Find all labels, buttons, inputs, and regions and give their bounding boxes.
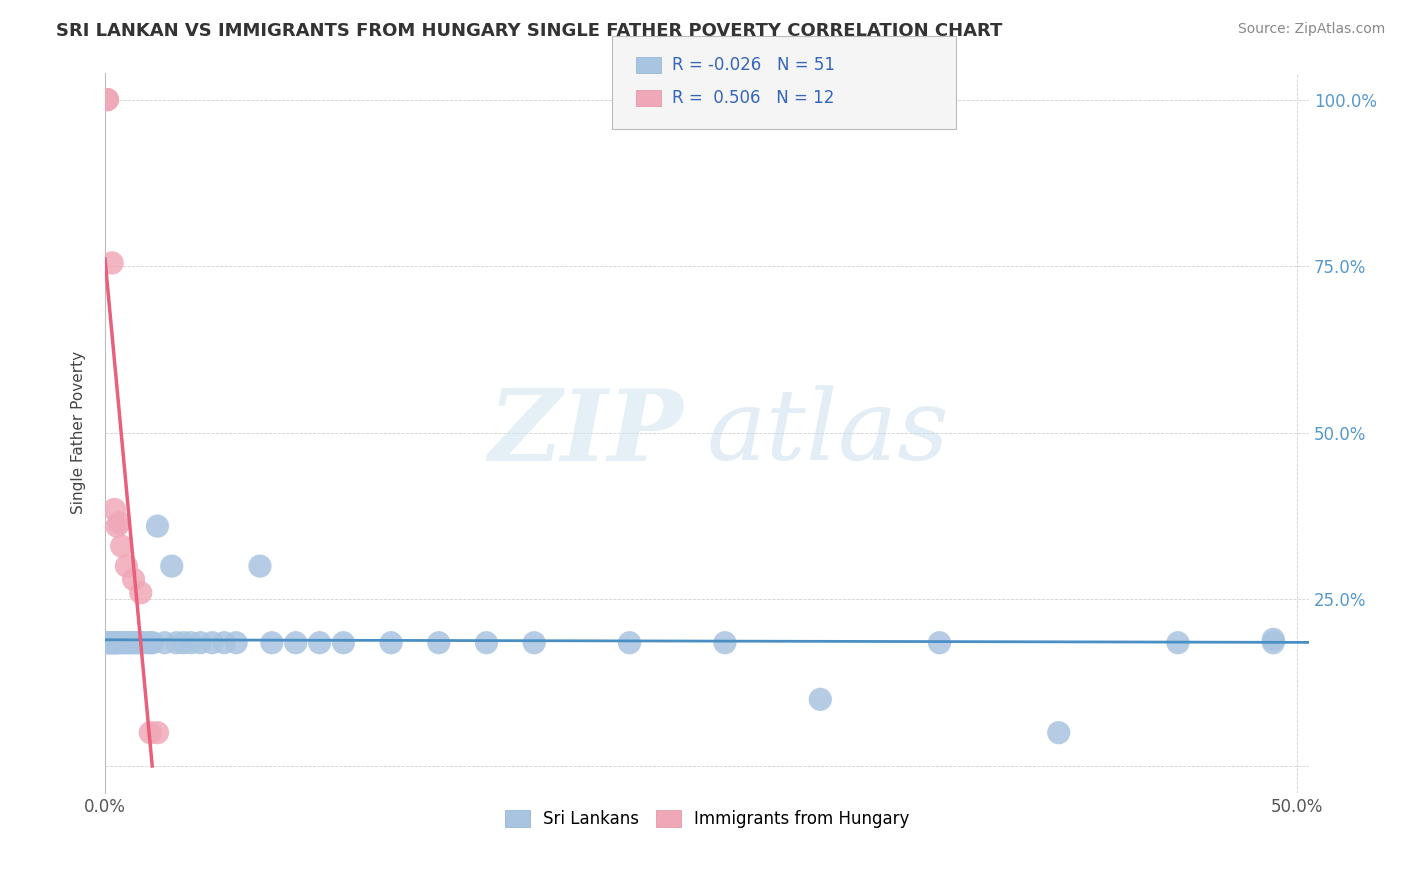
Point <box>190 636 212 650</box>
Point <box>96 93 118 107</box>
Point <box>380 636 402 650</box>
Point <box>115 559 138 574</box>
Point <box>332 636 354 650</box>
Point <box>260 636 283 650</box>
Point <box>101 256 124 270</box>
Point <box>166 636 188 650</box>
Point <box>146 725 169 739</box>
Point <box>225 636 247 650</box>
Point <box>1263 636 1285 650</box>
Point <box>115 636 138 650</box>
Point <box>129 586 152 600</box>
Point <box>153 636 176 650</box>
Point <box>136 636 159 650</box>
Point <box>180 636 202 650</box>
Point <box>1047 725 1070 739</box>
Text: ZIP: ZIP <box>488 384 683 481</box>
Text: Source: ZipAtlas.com: Source: ZipAtlas.com <box>1237 22 1385 37</box>
Point <box>475 636 498 650</box>
Point <box>108 516 131 530</box>
Point <box>142 636 165 650</box>
Point <box>103 636 125 650</box>
Point <box>96 636 118 650</box>
Point <box>101 636 124 650</box>
Point <box>146 519 169 533</box>
Point <box>212 636 235 650</box>
Point <box>96 636 118 650</box>
Point <box>122 573 145 587</box>
Point <box>523 636 546 650</box>
Text: R =  0.506   N = 12: R = 0.506 N = 12 <box>672 89 834 107</box>
Text: atlas: atlas <box>707 385 950 481</box>
Point <box>249 559 271 574</box>
Point <box>160 559 183 574</box>
Point <box>96 93 118 107</box>
Point <box>111 539 134 553</box>
Point <box>427 636 450 650</box>
Point <box>112 636 135 650</box>
Point <box>105 636 128 650</box>
Point <box>98 636 121 650</box>
Legend: Sri Lankans, Immigrants from Hungary: Sri Lankans, Immigrants from Hungary <box>498 803 917 835</box>
Point <box>111 636 134 650</box>
Point <box>619 636 641 650</box>
Point <box>139 636 162 650</box>
Point <box>125 636 148 650</box>
Point <box>101 636 124 650</box>
Point <box>120 636 142 650</box>
Point <box>284 636 307 650</box>
Point <box>1263 632 1285 647</box>
Point <box>132 636 155 650</box>
Text: R = -0.026   N = 51: R = -0.026 N = 51 <box>672 56 835 74</box>
Point <box>201 636 224 650</box>
Point <box>108 636 131 650</box>
Point <box>808 692 831 706</box>
Point <box>122 636 145 650</box>
Point <box>928 636 950 650</box>
Point <box>173 636 195 650</box>
Point <box>118 636 141 650</box>
Point <box>103 502 125 516</box>
Point <box>105 519 128 533</box>
Point <box>105 636 128 650</box>
Point <box>127 636 149 650</box>
Point <box>1167 636 1189 650</box>
Point <box>139 725 162 739</box>
Y-axis label: Single Father Poverty: Single Father Poverty <box>72 351 86 515</box>
Point <box>103 636 125 650</box>
Point <box>308 636 330 650</box>
Point <box>98 636 121 650</box>
Point <box>714 636 737 650</box>
Text: SRI LANKAN VS IMMIGRANTS FROM HUNGARY SINGLE FATHER POVERTY CORRELATION CHART: SRI LANKAN VS IMMIGRANTS FROM HUNGARY SI… <box>56 22 1002 40</box>
Point <box>129 636 152 650</box>
